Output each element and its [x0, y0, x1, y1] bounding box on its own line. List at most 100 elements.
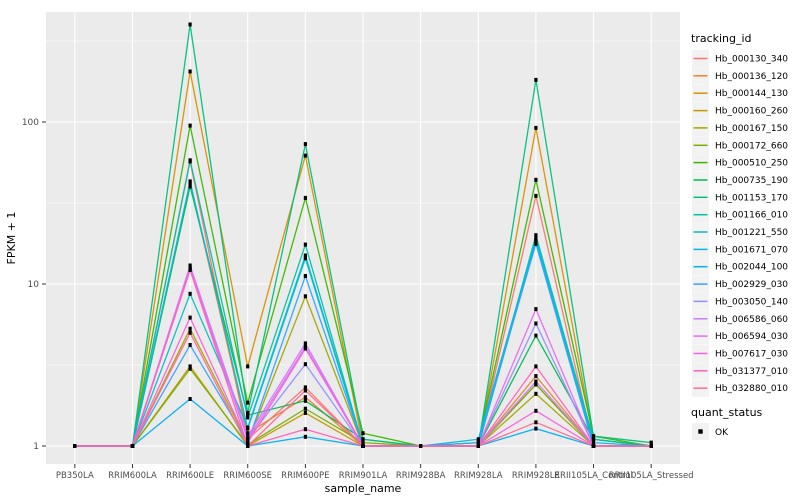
legend-entry: Hb_000144_130: [692, 84, 788, 102]
data-point: [534, 379, 538, 384]
data-point: [534, 241, 538, 246]
data-point: [303, 385, 307, 390]
data-point: [303, 153, 307, 158]
x-tick-label: RRIM928BA: [396, 471, 446, 481]
legend-entry-label: Hb_001671_070: [715, 245, 788, 255]
data-point: [130, 444, 135, 448]
legend-title-tracking-id: tracking_id: [691, 32, 752, 45]
data-point: [303, 406, 307, 411]
data-point: [361, 440, 365, 445]
legend-entry: Hb_000172_660: [692, 136, 788, 154]
legend-entry: Hb_001671_070: [692, 240, 788, 258]
data-point: [534, 236, 538, 241]
data-point: [591, 444, 596, 448]
legend-entry: Hb_000167_150: [692, 119, 788, 137]
legend-entry-label: Hb_006586_060: [715, 315, 788, 325]
legend-entry: Hb_000136_120: [692, 67, 788, 85]
data-point: [188, 268, 192, 272]
legend-entry-label: Hb_031377_010: [715, 367, 788, 377]
data-point: [534, 77, 538, 82]
data-point: [246, 440, 250, 445]
legend-entry: Hb_007617_030: [692, 345, 788, 362]
data-point: [649, 444, 653, 448]
legend-entry-label: Hb_001153_170: [715, 193, 788, 203]
data-point: [303, 346, 307, 351]
data-point: [188, 291, 192, 296]
data-point: [188, 326, 192, 331]
data-points: [73, 22, 653, 448]
x-axis-title: sample_name: [325, 482, 402, 495]
data-point: [188, 69, 192, 74]
data-point: [303, 142, 307, 147]
x-tick-label: RRIM901LA: [339, 471, 388, 481]
data-point: [188, 263, 192, 268]
data-point: [534, 125, 538, 130]
data-point: [303, 341, 307, 346]
data-point: [303, 256, 307, 261]
legend-entry: Hb_000160_260: [692, 102, 788, 120]
legend-entry-label: Hb_006594_030: [715, 332, 788, 342]
data-point: [188, 265, 192, 270]
legend-entry-label: Hb_000735_190: [715, 176, 788, 186]
legend-entry-label: Hb_000172_660: [715, 141, 788, 151]
data-point: [303, 434, 307, 439]
data-point: [188, 364, 192, 369]
data-point: [649, 440, 653, 445]
legend-entry-label: Hb_000167_150: [715, 124, 788, 134]
data-point: [591, 440, 596, 445]
data-point: [246, 426, 250, 431]
x-tick-label: RRIM600SE: [223, 471, 272, 481]
legend-entry-label: Hb_032880_010: [715, 384, 788, 394]
axis-ticks: [42, 121, 652, 468]
data-point: [188, 22, 192, 27]
data-point: [188, 366, 192, 371]
data-point: [534, 333, 538, 338]
data-point: [534, 321, 538, 326]
data-point: [303, 398, 307, 403]
legend-entry: Hb_002929_030: [692, 275, 788, 293]
legend-entry-label: Hb_000130_340: [715, 55, 788, 65]
data-point: [303, 410, 307, 415]
data-point: [188, 397, 192, 401]
data-point: [476, 440, 480, 445]
legend-entry-label: Hb_000144_130: [715, 89, 788, 99]
data-point: [534, 420, 538, 425]
data-point: [188, 343, 192, 347]
legend-entry: Hb_031377_010: [692, 362, 788, 380]
legend-entry: Hb_001221_550: [692, 223, 788, 241]
data-point: [246, 364, 250, 369]
legend-entry: Hb_006586_060: [692, 310, 788, 328]
legend-entry-label: Hb_007617_030: [715, 350, 788, 360]
axis-tick-labels: PB350LA RRIM600LA RRIM600LE RRIM600SE RRIM60…: [22, 118, 694, 481]
y-axis-title: FPKM + 1: [5, 212, 18, 265]
data-point: [246, 415, 250, 420]
data-point: [303, 388, 307, 393]
legend-entry-label: Hb_001221_550: [715, 228, 788, 238]
legend-entry: Hb_000735_190: [692, 171, 788, 189]
data-point: [303, 362, 307, 367]
data-point: [534, 426, 538, 431]
legend-entry-label: Hb_001166_010: [715, 211, 788, 221]
data-point: [246, 434, 250, 439]
data-point: [361, 431, 365, 436]
data-point: [246, 413, 250, 418]
y-tick-label: 100: [22, 118, 39, 128]
data-point: [246, 400, 250, 405]
quant-ok-marker-icon: [698, 429, 703, 434]
x-tick-label: RRIM600LE: [166, 471, 214, 481]
legend: tracking_id Hb_000130_340Hb_000136_120Hb…: [691, 32, 788, 440]
data-point: [534, 307, 538, 312]
data-point: [188, 158, 192, 163]
legend-entry: Hb_000130_340: [692, 50, 788, 67]
data-point: [246, 431, 250, 436]
legend-entry-label: Hb_002929_030: [715, 280, 788, 290]
data-point: [534, 382, 538, 387]
x-tick-label: RRIM600PE: [281, 471, 329, 481]
x-tick-label: RRII105LA_Control: [554, 471, 633, 481]
data-point: [246, 437, 250, 442]
data-point: [246, 410, 250, 415]
quant-status-entry: OK: [692, 423, 729, 440]
legend-entries: Hb_000130_340 Hb_000136_120 Hb_000144_130 H…: [692, 50, 788, 397]
legend-entry-label: Hb_000160_260: [715, 107, 788, 117]
